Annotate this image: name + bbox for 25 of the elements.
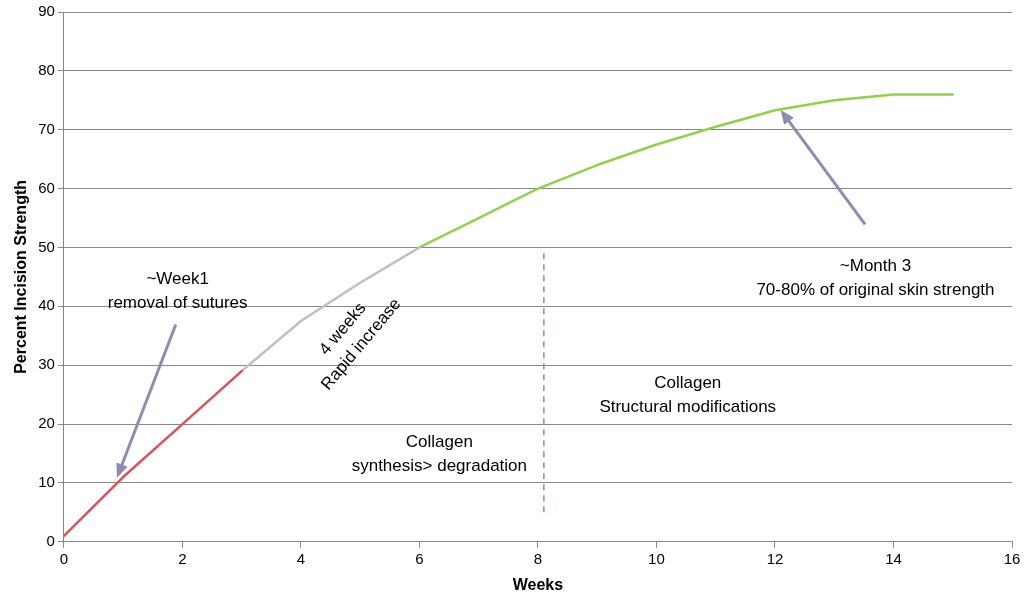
x-tick-label: 6 bbox=[415, 549, 424, 567]
y-tick-label: 20 bbox=[38, 414, 55, 432]
x-tick-label: 2 bbox=[178, 549, 187, 567]
y-tick-label: 90 bbox=[38, 2, 55, 20]
annotation: ~Week1 removal of sutures bbox=[107, 269, 248, 313]
y-tick-label: 70 bbox=[38, 119, 55, 137]
x-tick-label: 10 bbox=[648, 549, 665, 567]
annotation: Collagen Structural modifications bbox=[599, 373, 777, 417]
x-tick-label: 4 bbox=[296, 549, 306, 567]
annotation: ~Month 3 70-80% of original skin strength bbox=[756, 256, 995, 300]
y-tick-label: 40 bbox=[38, 296, 55, 314]
y-tick-label: 80 bbox=[38, 61, 55, 79]
annotation: Collagen synthesis> degradation bbox=[351, 431, 527, 475]
y-tick-label: 10 bbox=[38, 473, 55, 491]
x-tick-label: 0 bbox=[59, 549, 69, 567]
y-tick-label: 60 bbox=[38, 178, 55, 196]
y-tick-label: 30 bbox=[38, 355, 55, 373]
y-tick-label: 0 bbox=[46, 531, 55, 549]
x-tick-label: 14 bbox=[885, 549, 902, 567]
x-tick-label: 12 bbox=[766, 549, 784, 567]
y-tick-label: 50 bbox=[38, 237, 55, 255]
x-tick-label: 8 bbox=[533, 549, 543, 567]
x-tick-label: 16 bbox=[1003, 549, 1021, 567]
y-axis-title: Percent Incision Strength bbox=[12, 179, 30, 374]
x-axis-title: Weeks bbox=[512, 575, 564, 593]
